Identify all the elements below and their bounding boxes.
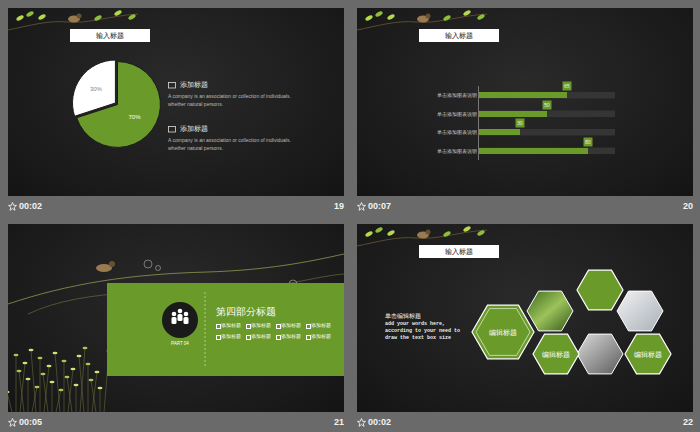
svg-text:65: 65 [564, 83, 570, 89]
html-text:输入标题: 输入标题 [445, 32, 473, 39]
html-text:单击编辑标题: 单击编辑标题 [385, 313, 421, 319]
html-text:00:07: 00:07 [368, 201, 391, 211]
html-text:A company is an association or: A company is an association or collectio… [168, 93, 291, 99]
svg-text:单击添加图表说明: 单击添加图表说明 [437, 111, 477, 117]
html-text:添加标题: 添加标题 [281, 323, 301, 328]
svg-text:编辑标题: 编辑标题 [542, 351, 570, 358]
html-text:添加标题: 添加标题 [251, 323, 271, 328]
svg-text:30: 30 [517, 120, 523, 126]
html-text:draw the text box size: draw the text box size [385, 335, 451, 341]
html-text:whether natural persons.: whether natural persons. [168, 145, 223, 151]
html-text:19: 19 [334, 201, 344, 211]
html-text:添加标题: 添加标题 [180, 125, 208, 132]
svg-text:50: 50 [544, 102, 550, 108]
html-text:20: 20 [683, 201, 693, 211]
html-text:00:05: 00:05 [19, 417, 42, 427]
html-text:添加标题: 添加标题 [311, 323, 331, 328]
html-text:添加标题: 添加标题 [221, 334, 241, 339]
html-text:22: 22 [683, 417, 693, 427]
svg-text:编辑标题: 编辑标题 [634, 351, 662, 358]
html-text:输入标题: 输入标题 [96, 32, 124, 39]
html-text:添加标题: 添加标题 [221, 323, 241, 328]
html-text:add your words here,: add your words here, [385, 321, 445, 327]
html-text:输入标题: 输入标题 [445, 248, 473, 255]
svg-text:单击添加图表说明: 单击添加图表说明 [437, 148, 477, 154]
html-text:PART 04: PART 04 [171, 341, 189, 346]
svg-text:70%: 70% [129, 114, 142, 120]
html-text:添加标题: 添加标题 [251, 334, 271, 339]
html-text:21: 21 [334, 417, 344, 427]
html-text:whether natural persons.: whether natural persons. [168, 101, 223, 107]
html-text:第四部分标题: 第四部分标题 [216, 306, 276, 317]
svg-text:80: 80 [585, 139, 591, 145]
svg-text:单击添加图表说明: 单击添加图表说明 [437, 92, 477, 98]
html-text:A company is an association or: A company is an association or collectio… [168, 137, 291, 143]
html-text:00:02: 00:02 [368, 417, 391, 427]
html-text:添加标题: 添加标题 [311, 334, 331, 339]
html-text:according to your need to: according to your need to [385, 328, 460, 334]
html-text:00:02: 00:02 [19, 201, 42, 211]
svg-text:编辑标题: 编辑标题 [489, 329, 517, 336]
html-text:添加标题: 添加标题 [180, 81, 208, 88]
html-text:添加标题: 添加标题 [281, 334, 301, 339]
svg-text:单击添加图表说明: 单击添加图表说明 [437, 129, 477, 135]
svg-text:30%: 30% [90, 86, 103, 92]
